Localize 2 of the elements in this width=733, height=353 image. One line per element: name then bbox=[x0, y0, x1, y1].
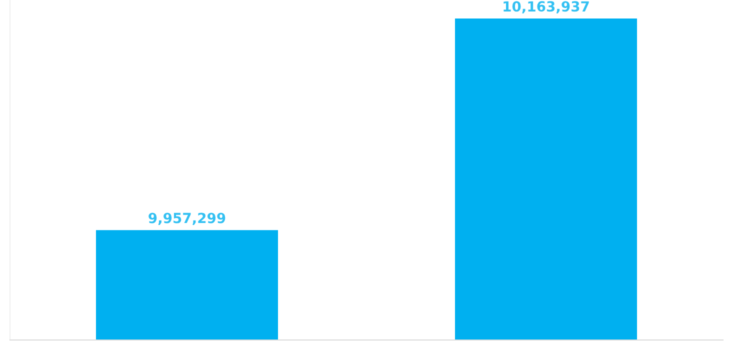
data-label: 10,163,937 bbox=[504, 1, 589, 14]
data-label: 9,957,299 bbox=[148, 212, 226, 226]
